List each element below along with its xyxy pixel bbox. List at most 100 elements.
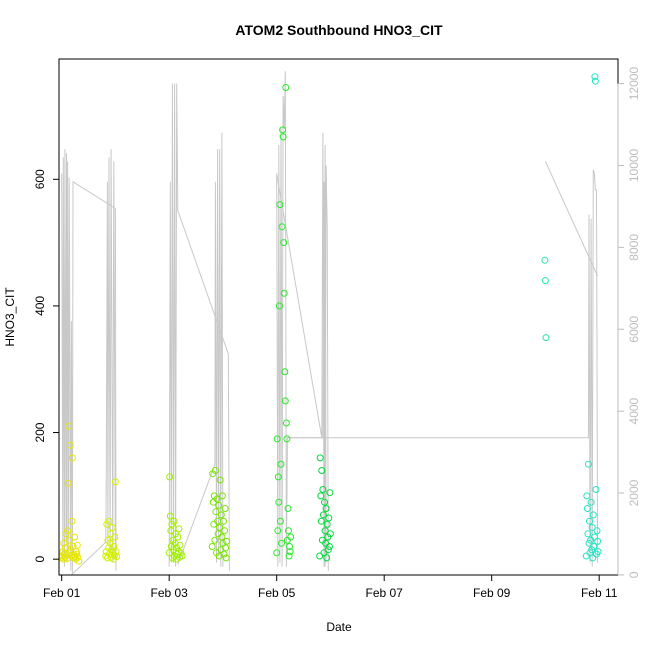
altitude-line-8 [544, 161, 599, 277]
y2-tick-label: 6000 [627, 316, 641, 343]
data-point-s5-7 [276, 201, 284, 209]
data-point-s4-13 [215, 501, 223, 509]
data-point-s5-2 [273, 435, 281, 443]
data-point-s6-15 [323, 520, 331, 528]
data-point-s8-17 [591, 73, 599, 81]
x-tick-label: Feb 03 [151, 586, 189, 600]
altitude-line-5 [276, 71, 329, 571]
data-point-s8-13 [589, 554, 597, 562]
data-point-s5-13 [279, 133, 287, 141]
data-point-s4-23 [220, 550, 228, 558]
data-point-s8-3 [583, 505, 591, 512]
data-point-s1-14 [65, 422, 73, 430]
data-point-s3-4 [167, 527, 175, 535]
x-tick-label: Feb 07 [366, 586, 404, 600]
data-point-s5-14 [280, 239, 288, 247]
data-point-s4-25 [221, 505, 229, 512]
data-point-s7-2 [541, 277, 549, 285]
altitude-line-3 [168, 83, 230, 571]
data-point-s2-19 [111, 478, 119, 486]
data-point-s5-15 [280, 289, 288, 297]
data-point-s8-5 [584, 460, 592, 468]
data-point-s8-1 [582, 552, 590, 560]
y2-tick-label: 12000 [627, 67, 641, 101]
data-point-s8-22 [594, 537, 602, 545]
x-tick-label: Feb 05 [258, 586, 296, 600]
data-point-s1-15 [65, 536, 73, 544]
data-point-s6-3 [317, 492, 325, 500]
data-point-s8-23 [594, 548, 602, 556]
data-point-s6-11 [321, 527, 329, 535]
altitude-line-2 [71, 149, 116, 576]
data-point-s5-26 [286, 548, 294, 556]
data-point-s6-8 [319, 511, 327, 519]
data-point-s4-8 [212, 508, 220, 516]
data-point-s5-4 [274, 473, 282, 481]
data-point-s4-28 [223, 537, 231, 545]
data-point-s8-19 [592, 486, 600, 493]
x-axis-label: Date [326, 620, 352, 634]
data-point-s3-17 [174, 533, 182, 541]
data-point-s5-17 [281, 397, 289, 405]
data-point-s4-24 [221, 527, 228, 535]
y2-tick-label: 0 [627, 571, 641, 578]
data-point-s5-18 [282, 84, 290, 91]
y-axis-label: HNO3_CIT [3, 287, 17, 347]
y-tick-label: 0 [33, 556, 47, 563]
data-point-s5-19 [282, 419, 290, 427]
data-point-s5-20 [283, 435, 291, 443]
data-point-s3-21 [176, 541, 184, 549]
data-point-s1-25 [71, 533, 79, 541]
y2-tick-label: 8000 [627, 234, 641, 261]
data-point-s5-5 [275, 498, 283, 506]
data-point-s1-30 [73, 541, 81, 549]
data-point-s3-2 [166, 473, 174, 481]
data-point-s4-11 [214, 517, 222, 525]
data-point-s8-14 [589, 511, 597, 519]
data-point-s2-18 [111, 533, 119, 541]
altitude-line-1 [61, 149, 117, 573]
data-point-s5-10 [278, 539, 285, 547]
data-point-s4-1 [208, 543, 216, 550]
data-point-s5-11 [278, 223, 286, 231]
data-point-s6-17 [324, 546, 332, 554]
data-point-s6-2 [316, 454, 324, 462]
y2-tick-label: 4000 [627, 397, 641, 424]
data-point-s5-22 [284, 505, 292, 512]
data-point-s4-16 [216, 476, 224, 484]
data-point-s5-12 [279, 126, 287, 134]
data-point-s4-6 [211, 536, 219, 544]
chart-title: ATOM2 Southbound HNO3_CIT [235, 22, 443, 38]
altitude-line-7 [287, 169, 599, 567]
data-point-s3-22 [177, 549, 185, 557]
data-point-s1-29 [73, 550, 81, 558]
altitude-line-6 [276, 132, 327, 567]
data-point-s6-18 [325, 514, 333, 522]
data-point-s3-19 [175, 525, 183, 533]
data-point-s5-27 [287, 533, 295, 541]
data-point-s2-21 [113, 553, 120, 561]
data-point-s1-13 [64, 479, 72, 487]
data-point-s6-14 [323, 554, 331, 562]
data-point-s4-18 [217, 511, 225, 519]
data-point-s8-21 [593, 527, 601, 535]
y-axis: 0 200 400 600 [33, 169, 60, 563]
data-point-s8-4 [584, 530, 592, 538]
data-point-s7-1 [541, 256, 549, 264]
data-point-s6-19 [325, 543, 333, 550]
data-point-s4-10 [213, 495, 221, 503]
data-point-s1-12 [64, 527, 72, 535]
data-point-s6-1 [316, 552, 324, 560]
data-point-s1-22 [69, 543, 77, 550]
data-point-s6-13 [322, 505, 330, 512]
data-point-s6-20 [326, 489, 334, 497]
data-point-s1-5 [60, 539, 68, 547]
plot-frame [58, 58, 619, 576]
data-point-s4-7 [211, 467, 219, 474]
data-point-s5-1 [273, 549, 281, 557]
data-point-s1-31 [74, 553, 82, 561]
data-point-s4-19 [218, 533, 226, 541]
data-point-s6-21 [326, 530, 334, 538]
y2-tick-label: 10000 [627, 148, 641, 182]
